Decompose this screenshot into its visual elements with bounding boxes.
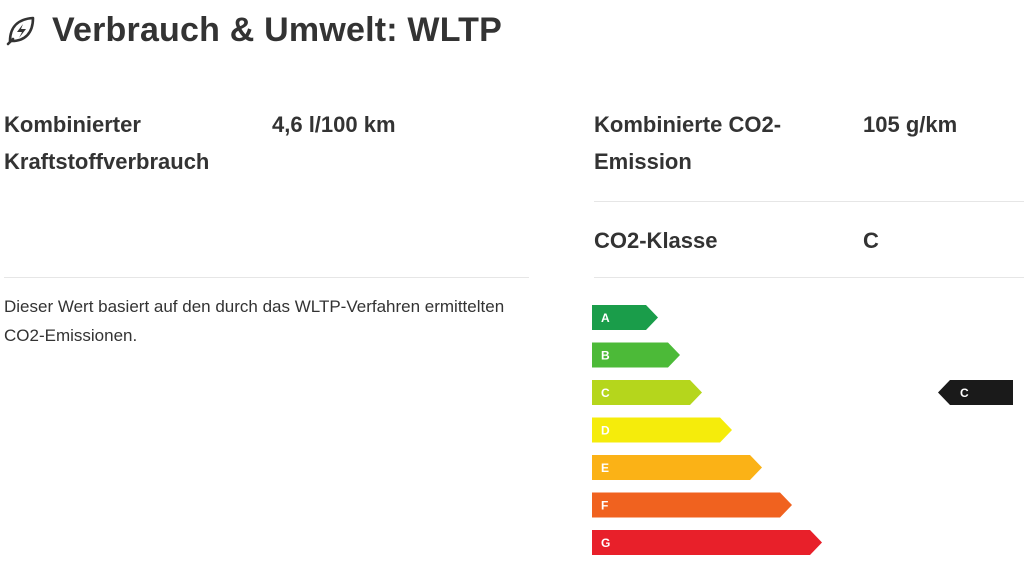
efficiency-bar-c [592,380,702,405]
efficiency-bar-e [592,455,762,480]
efficiency-bar-a [592,305,658,330]
efficiency-bar-letter: G [601,536,610,550]
divider [594,201,1024,202]
efficiency-bar-g [592,530,822,555]
efficiency-bar-letter: B [601,349,610,363]
efficiency-bar-letter: F [601,499,608,513]
efficiency-bar-d [592,417,732,443]
co2-class-value: C [863,228,879,253]
co2-emission-value: 105 g/km [863,112,958,137]
active-class-marker-letter: C [960,386,969,400]
fuel-consumption-value: 4,6 l/100 km [272,112,396,137]
efficiency-bar-letter: D [601,424,610,438]
divider [4,277,529,278]
efficiency-bar-f [592,492,792,518]
co2-class-label: CO2-Klasse [594,228,718,253]
fuel-consumption-label: Kombinierter Kraftstoffverbrauch [4,112,210,174]
co2-emission-label: Kombinierte CO2-Emission [594,112,782,174]
efficiency-bar-letter: A [601,311,610,325]
efficiency-bar-b [592,342,680,368]
efficiency-bar-letter: C [601,386,610,400]
wltp-note: Dieser Wert basiert auf den durch das WL… [4,297,505,345]
active-class-marker [938,380,1013,405]
efficiency-bar-letter: E [601,461,609,475]
leaf-bolt-icon [6,16,35,46]
divider [594,277,1024,278]
co2-efficiency-scale: A B C D E F G C [592,305,1013,555]
section-header: Verbrauch & Umwelt: WLTP [0,8,502,52]
page-title: Verbrauch & Umwelt: WLTP [52,10,503,49]
